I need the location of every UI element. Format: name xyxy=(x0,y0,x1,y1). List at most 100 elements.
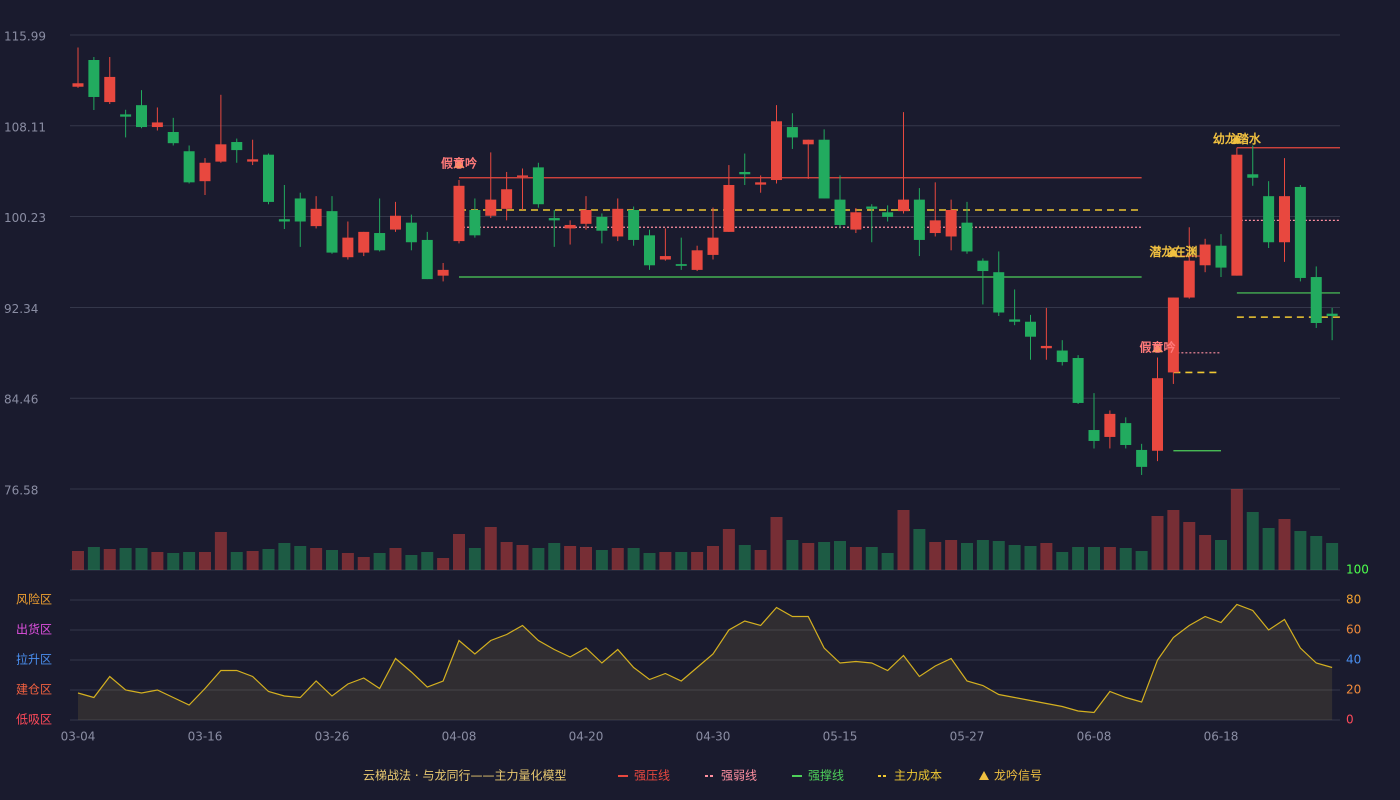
legend-swatch xyxy=(979,771,989,780)
volume-bar xyxy=(1294,531,1307,570)
volume-bar xyxy=(167,553,180,570)
volume-bar xyxy=(484,527,497,570)
candle-body xyxy=(612,208,624,237)
candle-body xyxy=(1279,196,1290,243)
volume-bar xyxy=(1326,543,1339,570)
zone-label: 拉升区 xyxy=(16,652,52,667)
candle-body xyxy=(644,235,655,266)
volume-bar xyxy=(1230,489,1243,570)
legend-caption: 云梯战法 · 与龙同行——主力量化模型 xyxy=(363,769,566,783)
volume-bar xyxy=(1119,548,1132,570)
candle-body xyxy=(1056,350,1068,363)
candle-body xyxy=(1167,297,1179,373)
candle-body xyxy=(1120,423,1132,445)
volume-bar xyxy=(1199,535,1212,570)
legend-label: 主力成本 xyxy=(894,769,942,783)
volume-bar xyxy=(1215,540,1227,570)
volume-bar xyxy=(214,532,227,570)
candle-body xyxy=(739,171,751,175)
volume-bar xyxy=(389,548,402,570)
volume-bar xyxy=(675,552,688,570)
y-tick-label: 92.34 xyxy=(4,302,38,316)
volume-bar xyxy=(834,541,846,570)
signal-marker xyxy=(1152,343,1163,353)
volume-bar xyxy=(326,550,338,570)
candle-body xyxy=(120,114,132,117)
volume-bar xyxy=(294,546,307,570)
candle-body xyxy=(294,198,306,222)
volume-bar xyxy=(1072,547,1085,570)
x-tick-label: 05-15 xyxy=(823,730,858,744)
volume-bar xyxy=(278,543,291,570)
volume-bar xyxy=(849,547,862,570)
candle-body xyxy=(580,209,592,224)
y2-tick-label: 80 xyxy=(1346,593,1361,607)
volume-bar xyxy=(611,548,624,570)
candle-body xyxy=(1263,196,1275,243)
candle-body xyxy=(1136,449,1148,467)
x-tick-label: 03-16 xyxy=(188,730,223,744)
volume-bar xyxy=(468,548,481,570)
candle-body xyxy=(564,224,576,229)
candle-body xyxy=(469,209,481,236)
candle-body xyxy=(1025,321,1036,337)
candle-body xyxy=(310,208,322,227)
candle-body xyxy=(437,269,449,276)
candle-body xyxy=(929,220,941,234)
x-tick-label: 05-27 xyxy=(950,730,985,744)
volume-bar xyxy=(738,545,751,570)
candle-body xyxy=(405,222,417,243)
volume-bar xyxy=(230,552,243,570)
volume-bar xyxy=(373,553,386,570)
candle-body xyxy=(723,184,735,232)
x-tick-label: 03-26 xyxy=(315,730,350,744)
candle-body xyxy=(707,237,719,255)
y2-tick-label: 100 xyxy=(1346,563,1369,577)
signal-marker xyxy=(454,158,464,168)
volume-bar xyxy=(1008,545,1021,570)
volume-bar xyxy=(1262,528,1275,570)
candle-body xyxy=(1088,430,1100,441)
candle-body xyxy=(1326,313,1338,316)
candle-body xyxy=(548,218,560,221)
candle-body xyxy=(596,216,608,231)
candle-body xyxy=(1294,186,1306,278)
x-tick-label: 03-04 xyxy=(61,730,96,744)
x-tick-label: 06-18 xyxy=(1204,730,1239,744)
candle-body xyxy=(1199,244,1211,266)
volume-bar xyxy=(103,549,116,570)
volume-bar xyxy=(199,552,211,570)
y2-tick-label: 0 xyxy=(1346,713,1354,727)
candle-body xyxy=(215,144,227,162)
candle-body xyxy=(771,121,782,181)
y-tick-label: 84.46 xyxy=(4,393,38,407)
volume-bar xyxy=(961,543,973,570)
volume-bar xyxy=(913,529,926,570)
candle-body xyxy=(691,250,703,270)
candle-body xyxy=(532,167,544,205)
candle-body xyxy=(88,59,100,97)
signal-label: 幼龙踏水 xyxy=(1213,131,1262,146)
volume-bar xyxy=(357,557,370,570)
volume-bar xyxy=(246,551,259,570)
zone-label: 出货区 xyxy=(16,622,52,637)
volume-bar xyxy=(453,534,465,570)
volume-bar xyxy=(1310,536,1323,570)
candle-body xyxy=(1009,319,1021,322)
candle-body xyxy=(374,233,386,251)
volume-bar xyxy=(580,547,592,570)
volume-bar xyxy=(564,546,577,570)
candle-body xyxy=(993,272,1005,313)
candle-body xyxy=(898,199,909,212)
indicator-line xyxy=(77,603,1333,714)
volume-bar xyxy=(691,552,704,570)
candle-body xyxy=(485,199,497,216)
volume-bar xyxy=(770,517,783,570)
volume-bar xyxy=(405,555,418,570)
volume-bar xyxy=(1135,551,1148,570)
candle-body xyxy=(1040,345,1052,349)
volume-bar xyxy=(1167,510,1180,570)
volume-bar xyxy=(818,542,831,570)
